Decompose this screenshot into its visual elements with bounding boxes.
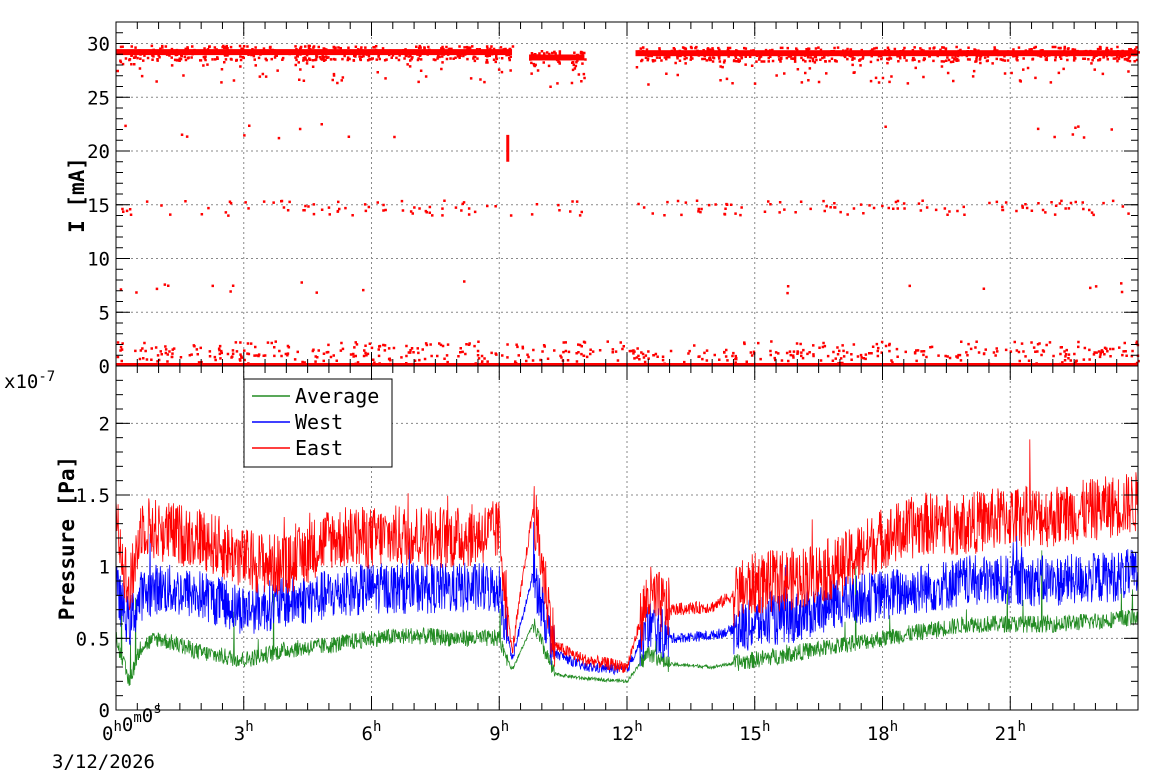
pressure-scale-factor: x10-7	[4, 369, 55, 393]
pressure-series-average	[115, 550, 1139, 687]
current-panel: 0 5 10 15 20 25 30 I [mA]	[65, 21, 1140, 378]
time-tick-label: 6h	[362, 719, 382, 745]
current-y-tick-label: 15	[87, 195, 110, 217]
time-tick-label: 15h	[739, 719, 770, 745]
pressure-y-axis-title: Pressure [Pa]	[55, 456, 79, 620]
time-tick-label: 0h0m0s	[102, 701, 162, 745]
current-sparse-points	[116, 348, 1140, 367]
current-y-tick-label: 20	[87, 141, 110, 163]
current-sparse-points	[121, 199, 1130, 217]
legend-box	[243, 378, 393, 468]
current-y-tick-label: 25	[87, 87, 110, 109]
pressure-series-east	[115, 439, 1139, 674]
time-tick-label: 18h	[867, 719, 898, 745]
pressure-y-tick-label: 1	[99, 557, 110, 579]
current-y-tick-label: 10	[87, 249, 110, 271]
legend-label-east: East	[295, 436, 343, 460]
time-tick-label: 9h	[489, 719, 509, 745]
current-y-axis-title: I [mA]	[65, 157, 89, 233]
time-axis: 0h0m0s 3h 6h 9h 12h 15h 18h 21h	[102, 22, 1139, 745]
current-y-tick-label: 0	[99, 356, 110, 378]
legend-label-average: Average	[295, 384, 379, 408]
time-tick-label: 12h	[611, 719, 642, 745]
current-y-tick-label: 30	[87, 34, 110, 56]
legend-label-west: West	[295, 410, 343, 434]
pressure-y-ticks: 0 0.5 1 1.5 2	[76, 379, 1138, 722]
current-y-ticks: 0 5 10 15 20 25 30	[87, 21, 1138, 378]
date-label: 3/12/2026	[52, 751, 155, 773]
pressure-y-tick-label: 1.5	[76, 485, 110, 507]
time-tick-label: 3h	[234, 719, 254, 745]
pressure-panel: 0 0.5 1 1.5 2 Pressure [Pa] x10-7 AverageWes…	[4, 365, 1139, 722]
pressure-lines	[115, 439, 1139, 687]
current-main-points	[529, 50, 587, 88]
current-main-points	[116, 44, 515, 85]
current-main-band	[116, 49, 513, 56]
current-main-points	[635, 45, 1140, 86]
current-main-band	[635, 50, 1138, 57]
pressure-y-tick-label: 2	[99, 413, 110, 435]
time-tick-label: 21h	[995, 719, 1026, 745]
current-y-tick-label: 5	[99, 302, 110, 324]
pressure-y-tick-label: 0	[99, 700, 110, 722]
current-grid	[116, 22, 1138, 366]
pressure-y-tick-label: 0.5	[76, 628, 110, 650]
